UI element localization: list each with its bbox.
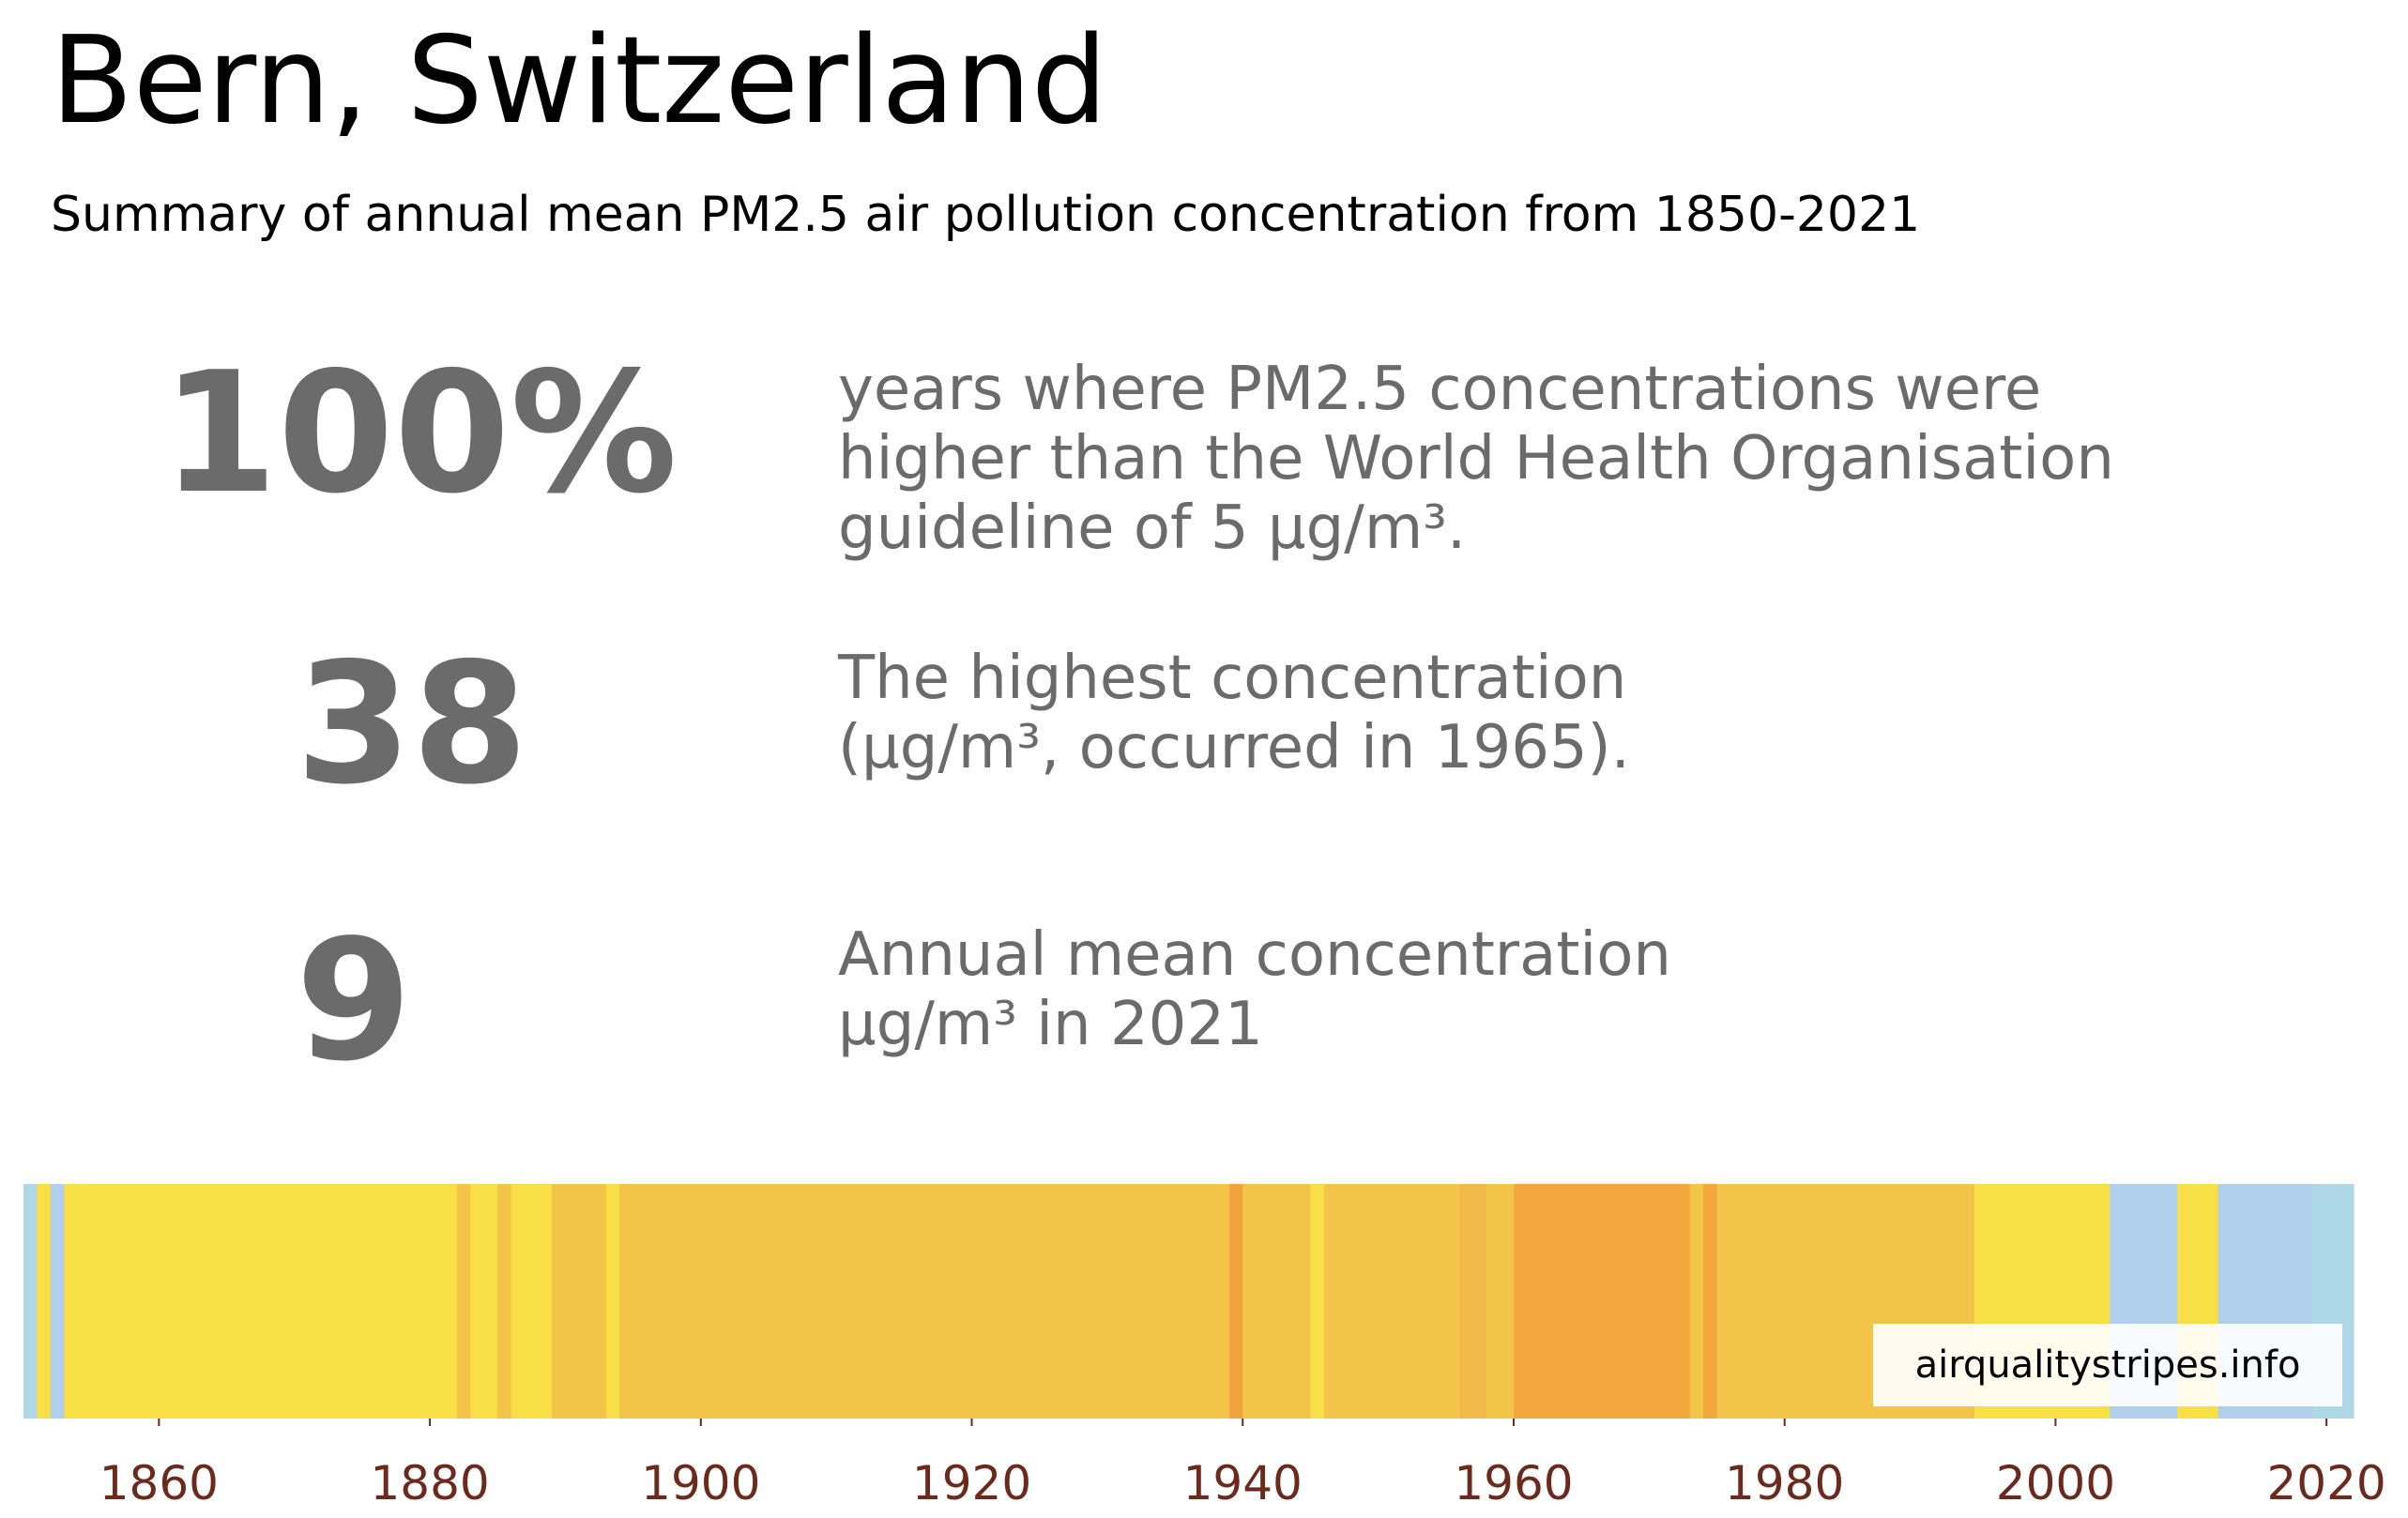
- tick-label-1920: 1920: [912, 1456, 1031, 1510]
- stripe-1882: [456, 1184, 471, 1419]
- stripe-1956: [1459, 1184, 1487, 1419]
- stripe-1893: [605, 1184, 620, 1419]
- stripe-1974: [1703, 1184, 1718, 1419]
- stat-description-line: (µg/m³, occurred in 1965).: [838, 713, 1630, 782]
- stripe-1894: [619, 1184, 1230, 1419]
- stat-description-line: Annual mean concentration: [838, 920, 1671, 990]
- stripe-1885: [497, 1184, 512, 1419]
- stripe-1973: [1689, 1184, 1704, 1419]
- watermark: airqualitystripes.info: [1873, 1324, 2342, 1406]
- tick-label-1880: 1880: [370, 1456, 489, 1510]
- stat-value-annual-mean: 9: [296, 903, 412, 1098]
- stat-value-percent: 100%: [161, 336, 678, 530]
- tick-label-1980: 1980: [1725, 1456, 1844, 1510]
- stat-description-annual-mean: Annual mean concentration µg/m³ in 2021: [838, 920, 2377, 1059]
- stripe-1883: [470, 1184, 498, 1419]
- stripe-1852: [50, 1184, 65, 1419]
- tick-label-1860: 1860: [99, 1456, 219, 1510]
- stat-description-percent: years where PM2.5 concentrations were hi…: [838, 355, 2377, 563]
- watermark-box: [1873, 1324, 2342, 1406]
- watermark-text: airqualitystripes.info: [1915, 1343, 2301, 1387]
- tick-label-1900: 1900: [641, 1456, 760, 1510]
- tick-label-1960: 1960: [1454, 1456, 1573, 1510]
- stripe-1960: [1513, 1184, 1691, 1419]
- stripe-1945: [1310, 1184, 1325, 1419]
- stripe-1940: [1242, 1184, 1312, 1419]
- stripe-1851: [37, 1184, 52, 1419]
- stripe-1889: [552, 1184, 607, 1419]
- stat-description-line: µg/m³ in 2021: [838, 990, 1263, 1059]
- tick-label-2020: 2020: [2267, 1456, 2386, 1510]
- stat-description-line: years where PM2.5 concentrations were: [838, 355, 2042, 424]
- tick-label-2000: 2000: [1996, 1456, 2115, 1510]
- stripe-1946: [1323, 1184, 1460, 1419]
- stat-description-highest: The highest concentration (µg/m³, occurr…: [838, 644, 2377, 782]
- stripe-1853: [64, 1184, 458, 1419]
- stripe-1939: [1228, 1184, 1243, 1419]
- stripe-1886: [511, 1184, 553, 1419]
- x-axis-ticks: 1860 1880 1900 1920 1940 1960 1980 2000 2020: [99, 1419, 2386, 1510]
- page-subtitle: Summary of annual mean PM2.5 air polluti…: [51, 187, 1921, 243]
- tick-label-1940: 1940: [1183, 1456, 1303, 1510]
- stripe-1958: [1486, 1184, 1515, 1419]
- stat-description-line: higher than the World Health Organisatio…: [838, 424, 2114, 493]
- page-title: Bern, Switzerland: [51, 11, 1108, 151]
- stat-description-line: guideline of 5 µg/m³.: [838, 493, 1467, 563]
- stat-description-line: The highest concentration: [838, 644, 1627, 713]
- stat-value-highest: 38: [296, 627, 528, 821]
- stripe-1850: [23, 1184, 38, 1419]
